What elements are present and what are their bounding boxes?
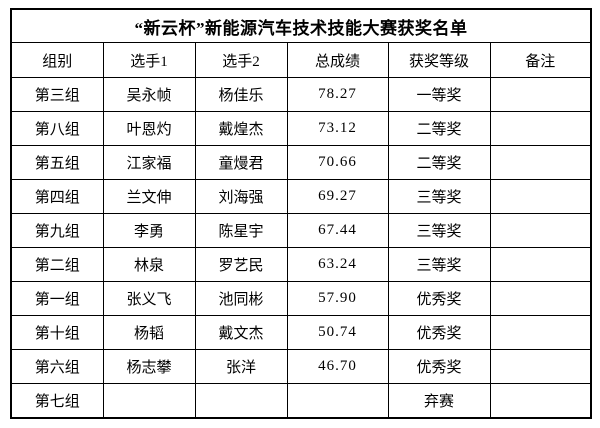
table-cell — [194, 383, 288, 419]
table-cell — [489, 247, 592, 282]
table-cell — [489, 77, 592, 112]
table-cell: 叶恩灼 — [102, 111, 196, 146]
table-cell: 池同彬 — [194, 281, 288, 316]
table-row: 第八组 叶恩灼 戴煌杰 73.12 二等奖 — [10, 111, 592, 146]
table-header-row: 组别 选手1 选手2 总成绩 获奖等级 备注 — [10, 42, 592, 78]
score-cell — [286, 383, 389, 419]
table-cell: 吴永帧 — [102, 77, 196, 112]
award-results-table: “新云杯”新能源汽车技术技能大赛获奖名单 组别 选手1 选手2 总成绩 获奖等级… — [10, 8, 593, 419]
table-row: 第十组 杨韬 戴文杰 50.74 优秀奖 — [10, 315, 592, 350]
table-cell: 弃赛 — [387, 383, 491, 419]
table-cell: 二等奖 — [387, 145, 491, 180]
table-cell: 杨佳乐 — [194, 77, 288, 112]
score-cell: 57.90 — [286, 281, 389, 316]
table-cell: 杨韬 — [102, 315, 196, 350]
table-cell: 林泉 — [102, 247, 196, 282]
table-cell: 张义飞 — [102, 281, 196, 316]
table-cell — [489, 145, 592, 180]
header-remarks: 备注 — [489, 42, 592, 78]
table-cell: 童熳君 — [194, 145, 288, 180]
table-cell: 兰文伸 — [102, 179, 196, 214]
table-cell: 第八组 — [10, 111, 104, 146]
table-row: 第三组 吴永帧 杨佳乐 78.27 一等奖 — [10, 77, 592, 112]
score-cell: 67.44 — [286, 213, 389, 248]
header-group: 组别 — [10, 42, 104, 78]
table-title-row: “新云杯”新能源汽车技术技能大赛获奖名单 — [10, 8, 592, 43]
table-cell: 三等奖 — [387, 179, 491, 214]
table-row: 第六组 杨志攀 张洋 46.70 优秀奖 — [10, 349, 592, 384]
table-body: “新云杯”新能源汽车技术技能大赛获奖名单 组别 选手1 选手2 总成绩 获奖等级… — [10, 8, 592, 419]
table-cell — [489, 281, 592, 316]
table-cell: 江家福 — [102, 145, 196, 180]
header-player2: 选手2 — [194, 42, 288, 78]
score-cell: 50.74 — [286, 315, 389, 350]
table-cell — [489, 315, 592, 350]
table-cell — [102, 383, 196, 419]
table-cell: 第七组 — [10, 383, 104, 419]
table-row: 第五组 江家福 童熳君 70.66 二等奖 — [10, 145, 592, 180]
table-cell: 杨志攀 — [102, 349, 196, 384]
table-cell: 刘海强 — [194, 179, 288, 214]
table-cell: 张洋 — [194, 349, 288, 384]
score-cell: 46.70 — [286, 349, 389, 384]
table-cell: 罗艺民 — [194, 247, 288, 282]
table-cell: 第十组 — [10, 315, 104, 350]
score-cell: 63.24 — [286, 247, 389, 282]
table-cell: 一等奖 — [387, 77, 491, 112]
table-cell: 第三组 — [10, 77, 104, 112]
table-cell: 优秀奖 — [387, 315, 491, 350]
table-cell: 第五组 — [10, 145, 104, 180]
score-cell: 69.27 — [286, 179, 389, 214]
table-cell: 优秀奖 — [387, 281, 491, 316]
table-cell: 戴煌杰 — [194, 111, 288, 146]
table-cell: 第九组 — [10, 213, 104, 248]
table-cell — [489, 349, 592, 384]
table-cell: 李勇 — [102, 213, 196, 248]
table-cell — [489, 383, 592, 419]
table-row: 第二组 林泉 罗艺民 63.24 三等奖 — [10, 247, 592, 282]
table-cell — [489, 111, 592, 146]
table-row: 第四组 兰文伸 刘海强 69.27 三等奖 — [10, 179, 592, 214]
table-cell — [489, 213, 592, 248]
header-award-level: 获奖等级 — [387, 42, 491, 78]
table-row: 第七组 弃赛 — [10, 383, 592, 419]
table-cell: 三等奖 — [387, 213, 491, 248]
table-cell: 戴文杰 — [194, 315, 288, 350]
table-cell: 第六组 — [10, 349, 104, 384]
table-cell: 三等奖 — [387, 247, 491, 282]
table-cell: 第一组 — [10, 281, 104, 316]
table-cell: 第二组 — [10, 247, 104, 282]
score-cell: 73.12 — [286, 111, 389, 146]
table-cell: 第四组 — [10, 179, 104, 214]
table-cell: 二等奖 — [387, 111, 491, 146]
table-title: “新云杯”新能源汽车技术技能大赛获奖名单 — [10, 8, 592, 43]
score-cell: 70.66 — [286, 145, 389, 180]
table-row: 第一组 张义飞 池同彬 57.90 优秀奖 — [10, 281, 592, 316]
table-cell: 优秀奖 — [387, 349, 491, 384]
table-row: 第九组 李勇 陈星宇 67.44 三等奖 — [10, 213, 592, 248]
score-cell: 78.27 — [286, 77, 389, 112]
header-player1: 选手1 — [102, 42, 196, 78]
table-cell: 陈星宇 — [194, 213, 288, 248]
header-total-score: 总成绩 — [286, 42, 389, 78]
table-cell — [489, 179, 592, 214]
